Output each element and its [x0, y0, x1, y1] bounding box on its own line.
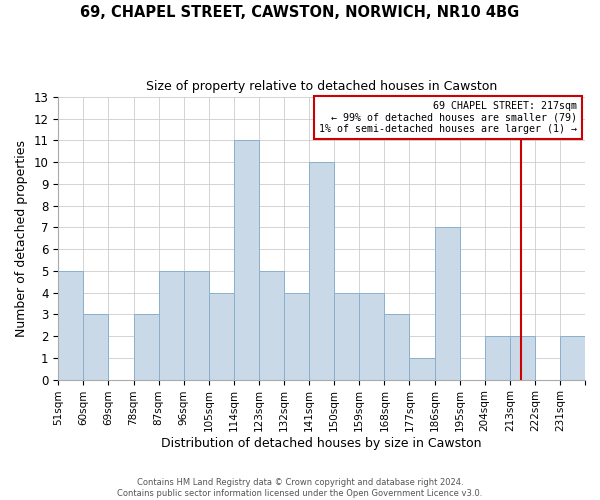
Bar [309, 162, 334, 380]
X-axis label: Distribution of detached houses by size in Cawston: Distribution of detached houses by size … [161, 437, 482, 450]
Bar [334, 292, 359, 380]
Bar [409, 358, 434, 380]
Bar [259, 271, 284, 380]
Bar [359, 292, 385, 380]
Bar [83, 314, 109, 380]
Bar [209, 292, 234, 380]
Bar [134, 314, 158, 380]
Bar [284, 292, 309, 380]
Bar [585, 358, 600, 380]
Bar [234, 140, 259, 380]
Bar [510, 336, 535, 380]
Text: Contains HM Land Registry data © Crown copyright and database right 2024.
Contai: Contains HM Land Registry data © Crown c… [118, 478, 482, 498]
Bar [184, 271, 209, 380]
Bar [434, 228, 460, 380]
Title: Size of property relative to detached houses in Cawston: Size of property relative to detached ho… [146, 80, 497, 93]
Y-axis label: Number of detached properties: Number of detached properties [15, 140, 28, 337]
Text: 69, CHAPEL STREET, CAWSTON, NORWICH, NR10 4BG: 69, CHAPEL STREET, CAWSTON, NORWICH, NR1… [80, 5, 520, 20]
Bar [158, 271, 184, 380]
Bar [385, 314, 409, 380]
Bar [485, 336, 510, 380]
Bar [58, 271, 83, 380]
Bar [560, 336, 585, 380]
Text: 69 CHAPEL STREET: 217sqm
← 99% of detached houses are smaller (79)
1% of semi-de: 69 CHAPEL STREET: 217sqm ← 99% of detach… [319, 101, 577, 134]
